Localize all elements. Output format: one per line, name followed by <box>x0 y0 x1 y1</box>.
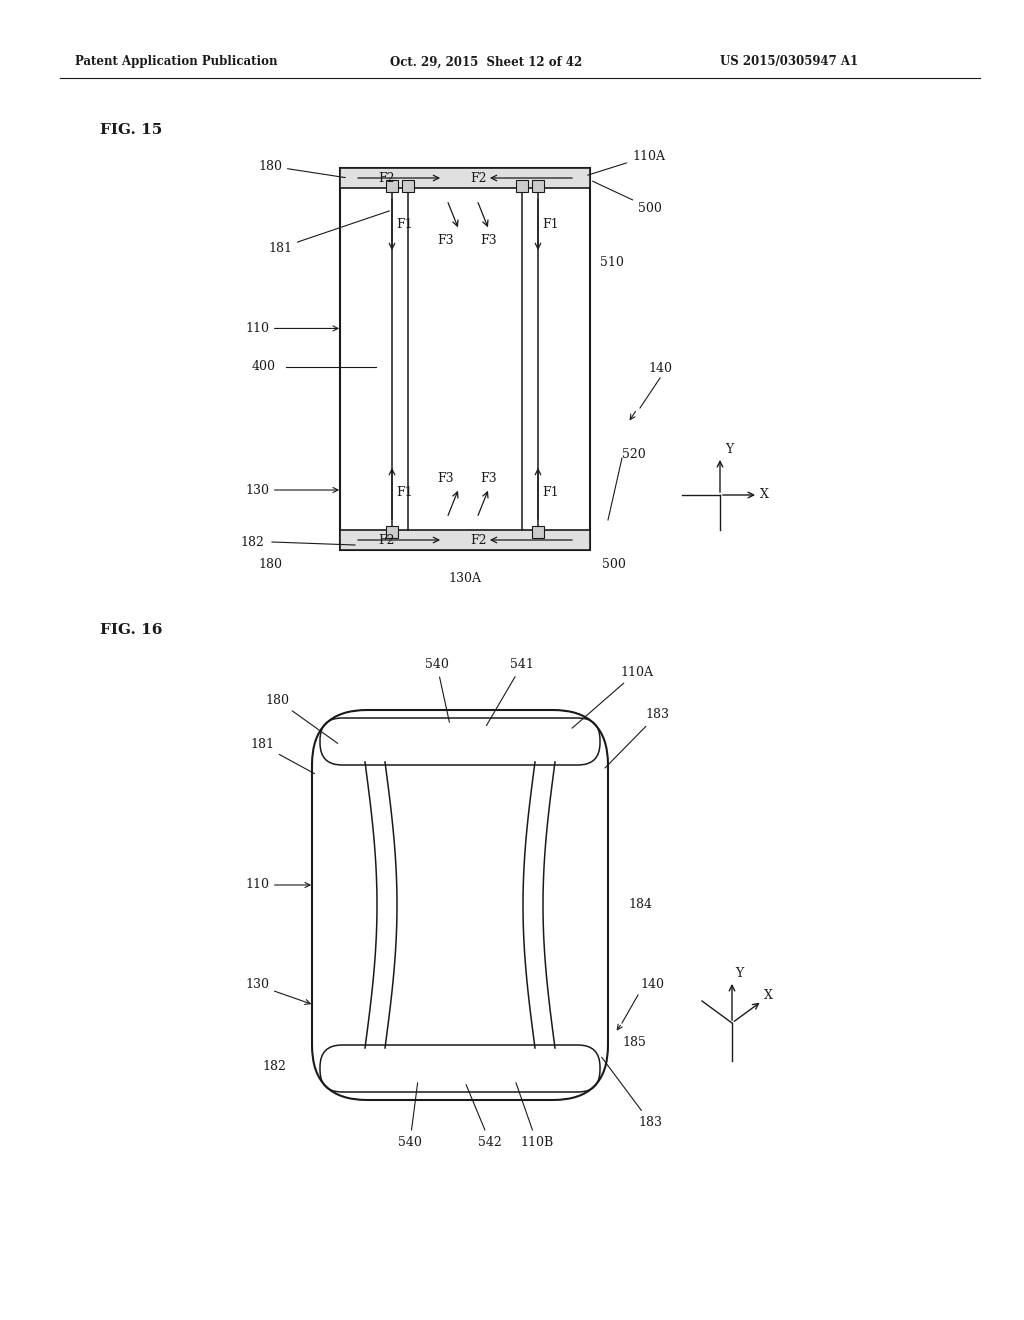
Text: 180: 180 <box>258 558 282 572</box>
Text: 400: 400 <box>252 360 276 374</box>
Text: 540: 540 <box>398 1082 422 1148</box>
Text: 140: 140 <box>640 978 664 991</box>
Text: 140: 140 <box>648 362 672 375</box>
Text: 510: 510 <box>600 256 624 269</box>
Text: 183: 183 <box>605 709 669 768</box>
Bar <box>340 168 590 187</box>
Text: Y: Y <box>725 444 733 455</box>
Text: F1: F1 <box>542 218 559 231</box>
Text: Y: Y <box>735 968 743 979</box>
Bar <box>386 180 398 191</box>
Bar <box>516 180 528 191</box>
Text: F1: F1 <box>396 487 413 499</box>
Bar <box>402 180 414 191</box>
Text: 182: 182 <box>240 536 264 549</box>
Text: 110: 110 <box>245 879 310 891</box>
Text: F3: F3 <box>480 234 497 247</box>
Text: F2: F2 <box>379 173 395 186</box>
Bar <box>532 525 544 539</box>
Text: 110: 110 <box>245 322 338 335</box>
Text: FIG. 15: FIG. 15 <box>100 123 162 137</box>
Text: 542: 542 <box>466 1085 502 1148</box>
Text: 130: 130 <box>245 483 338 496</box>
Bar <box>340 168 590 550</box>
Text: 541: 541 <box>486 659 534 726</box>
Text: 110A: 110A <box>588 149 665 176</box>
Text: 520: 520 <box>622 449 646 462</box>
Bar <box>532 180 544 191</box>
Text: 180: 180 <box>258 160 345 178</box>
Text: F1: F1 <box>396 218 413 231</box>
Text: 183: 183 <box>602 1057 662 1129</box>
Bar <box>386 525 398 539</box>
Text: 500: 500 <box>593 181 662 214</box>
Text: F1: F1 <box>542 487 559 499</box>
Text: Oct. 29, 2015  Sheet 12 of 42: Oct. 29, 2015 Sheet 12 of 42 <box>390 55 583 69</box>
Text: 185: 185 <box>622 1036 646 1049</box>
Text: 130: 130 <box>245 978 310 1005</box>
Text: 184: 184 <box>628 899 652 912</box>
Text: 110B: 110B <box>516 1082 553 1148</box>
Bar <box>340 531 590 550</box>
Text: X: X <box>764 989 773 1002</box>
Text: 500: 500 <box>602 558 626 572</box>
Text: 540: 540 <box>425 659 450 722</box>
Text: US 2015/0305947 A1: US 2015/0305947 A1 <box>720 55 858 69</box>
Text: F2: F2 <box>470 173 486 186</box>
Text: F3: F3 <box>480 471 497 484</box>
Text: 110A: 110A <box>572 665 653 729</box>
Text: 180: 180 <box>265 693 338 743</box>
Text: F2: F2 <box>379 535 395 548</box>
Text: X: X <box>760 488 769 502</box>
Text: F3: F3 <box>437 234 454 247</box>
Text: 182: 182 <box>262 1060 286 1073</box>
Text: F3: F3 <box>437 471 454 484</box>
Text: FIG. 16: FIG. 16 <box>100 623 163 638</box>
Text: 181: 181 <box>268 211 389 255</box>
Text: 130A: 130A <box>449 572 481 585</box>
Text: F2: F2 <box>470 535 486 548</box>
Text: 181: 181 <box>250 738 314 774</box>
Text: Patent Application Publication: Patent Application Publication <box>75 55 278 69</box>
